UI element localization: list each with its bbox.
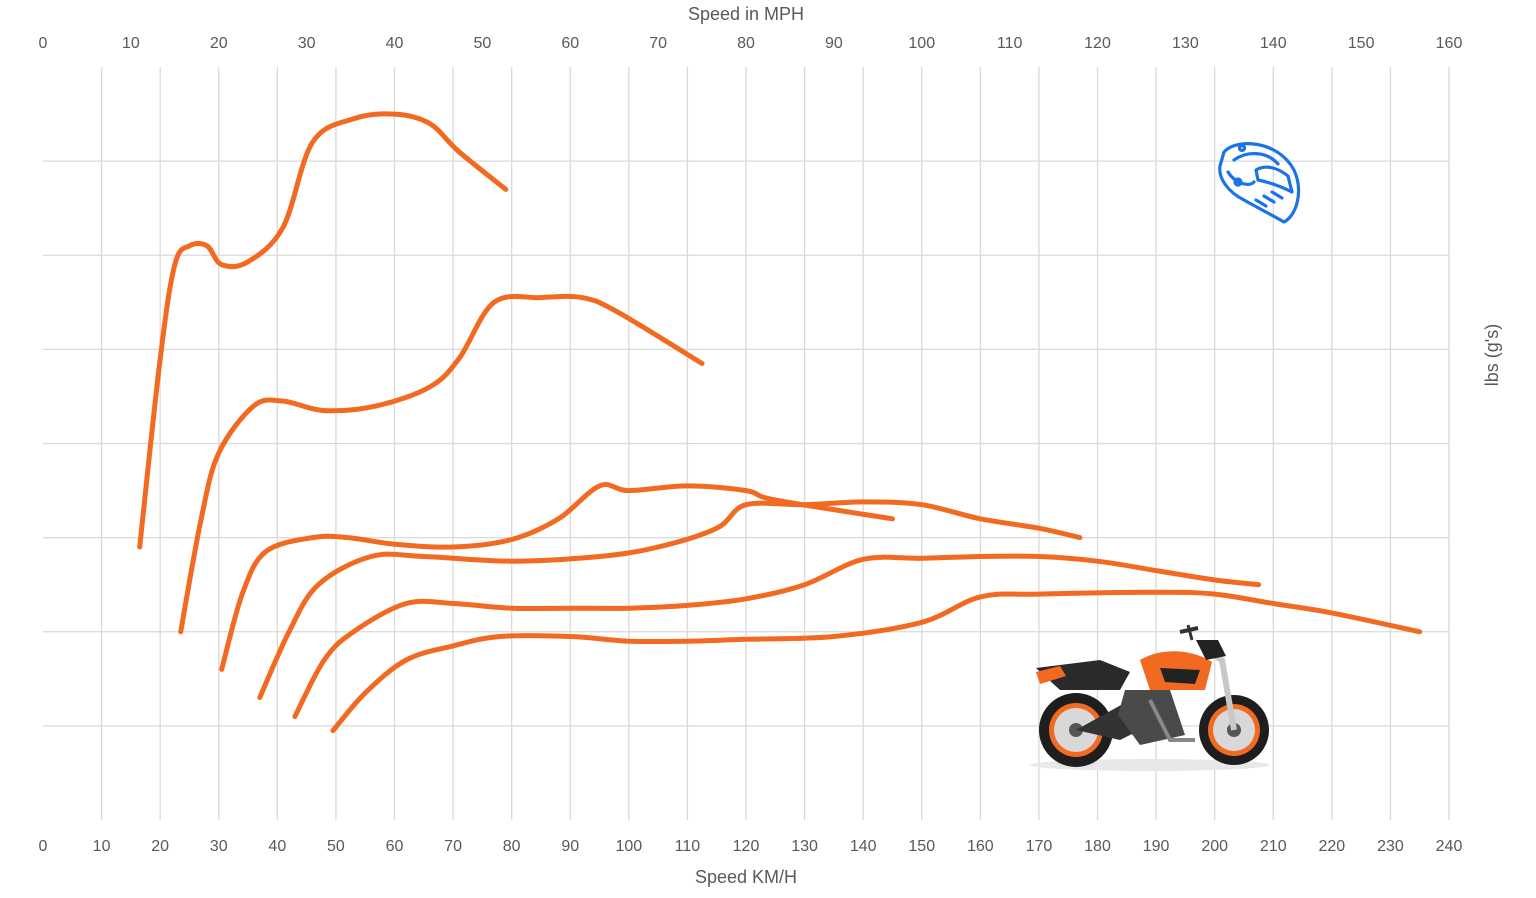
kmh-tick-label: 190 <box>1143 838 1170 855</box>
mph-tick-label: 160 <box>1436 35 1463 52</box>
mph-tick-label: 30 <box>298 35 316 52</box>
bottom-axis-ticks: 0 10 20 30 40 50 60 70 80 90 100 110 120 130 140 150 160… <box>39 838 1463 855</box>
mph-tick-label: 110 <box>997 35 1023 52</box>
mph-tick-label: 130 <box>1172 35 1199 52</box>
mph-tick-label: 120 <box>1084 35 1111 52</box>
mph-tick-label: 70 <box>649 35 667 52</box>
series-line-4 <box>257 499 1083 701</box>
y-axis-title: lbs (g's) <box>1482 324 1502 386</box>
series-line-1 <box>137 111 509 550</box>
kmh-tick-label: 80 <box>503 838 521 855</box>
mph-tick-label: 50 <box>473 35 491 52</box>
kmh-tick-label: 110 <box>675 838 701 855</box>
mph-tick-label: 40 <box>386 35 404 52</box>
kmh-tick-label: 0 <box>39 838 48 855</box>
kmh-tick-label: 240 <box>1436 838 1463 855</box>
mph-tick-label: 0 <box>39 35 48 52</box>
series-layer <box>137 111 1423 734</box>
kmh-tick-label: 230 <box>1377 838 1404 855</box>
kmh-tick-label: 200 <box>1201 838 1228 855</box>
series-line-5 <box>292 553 1262 719</box>
mph-tick-label: 10 <box>122 35 140 52</box>
kmh-tick-label: 210 <box>1260 838 1287 855</box>
helmet-icon <box>1218 142 1300 224</box>
kmh-tick-label: 30 <box>210 838 228 855</box>
mph-tick-label: 100 <box>908 35 935 52</box>
mph-tick-label: 150 <box>1348 35 1375 52</box>
mph-tick-label: 140 <box>1260 35 1287 52</box>
kmh-tick-label: 130 <box>791 838 818 855</box>
kmh-tick-label: 60 <box>386 838 404 855</box>
kmh-tick-label: 70 <box>444 838 462 855</box>
kmh-tick-label: 180 <box>1084 838 1111 855</box>
motorcycle-image <box>1030 624 1270 771</box>
kmh-tick-label: 100 <box>615 838 642 855</box>
kmh-tick-label: 220 <box>1318 838 1345 855</box>
kmh-tick-label: 140 <box>850 838 877 855</box>
kmh-tick-label: 20 <box>151 838 169 855</box>
mph-tick-label: 80 <box>737 35 755 52</box>
top-axis-title: Speed in MPH <box>688 4 804 24</box>
mph-tick-label: 60 <box>561 35 579 52</box>
kmh-tick-label: 170 <box>1026 838 1053 855</box>
kmh-tick-label: 40 <box>268 838 286 855</box>
kmh-tick-label: 120 <box>733 838 760 855</box>
kmh-tick-label: 160 <box>967 838 994 855</box>
mph-tick-label: 20 <box>210 35 228 52</box>
series-line-6 <box>330 589 1423 734</box>
bottom-axis-title: Speed KM/H <box>695 867 797 887</box>
kmh-tick-label: 90 <box>561 838 579 855</box>
kmh-tick-label: 150 <box>908 838 935 855</box>
top-axis-ticks: 0 10 20 30 40 50 60 70 80 90 100 110 120 130 140 150 160 <box>39 35 1463 52</box>
series-line-2 <box>178 293 705 635</box>
series-line-3 <box>219 482 895 672</box>
mph-tick-label: 90 <box>825 35 843 52</box>
kmh-tick-label: 10 <box>93 838 111 855</box>
kmh-tick-label: 50 <box>327 838 345 855</box>
